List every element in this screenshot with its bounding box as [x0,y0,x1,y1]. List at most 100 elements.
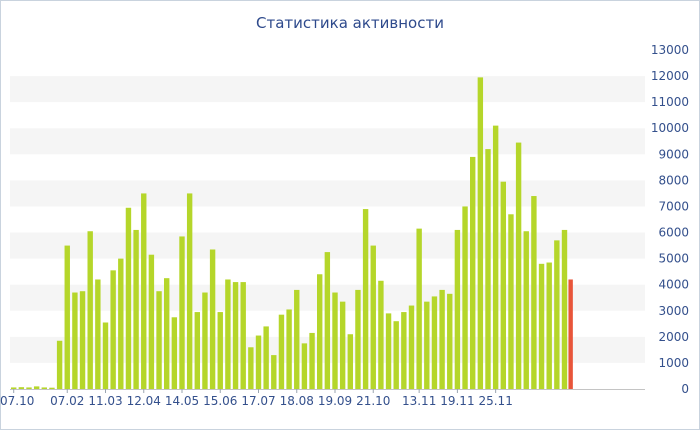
bar [11,387,17,389]
y-tick-label: 12000 [651,69,689,83]
bar [79,291,86,389]
x-tick-label: 07.02 [50,394,84,408]
x-tick-label: 25.11 [478,394,512,408]
bar [110,270,116,389]
bar [408,305,415,389]
bar [240,282,246,389]
y-tick-label: 11000 [651,95,689,109]
bar [554,240,560,389]
y-tick-label: 2000 [658,330,689,344]
bar [462,206,468,389]
bar [416,228,422,389]
bar [33,386,40,389]
bar [133,229,139,389]
bar [347,334,353,389]
grid-band [10,76,645,103]
bar [255,335,262,389]
bar [477,77,484,389]
bar [286,309,292,389]
bar [485,149,491,389]
bar [41,387,47,389]
bar [217,312,223,389]
bar [309,332,315,389]
bar [393,321,399,389]
bar-partial [568,279,573,389]
bar [401,312,407,389]
x-tick-label: 13.11 [402,394,436,408]
bar [263,326,269,389]
bar [148,254,155,389]
bar [515,142,522,389]
y-tick-label: 3000 [658,304,689,318]
bar [141,193,147,389]
y-tick-label: 0 [681,382,689,396]
bar [362,209,369,389]
bar [500,181,506,389]
bar [523,231,529,389]
bar [202,292,208,389]
bar [317,274,323,389]
bar [447,293,453,389]
grid-band [10,180,645,207]
bar [508,214,514,389]
y-tick-label: 9000 [658,147,689,161]
bar [324,252,331,389]
bar [95,279,101,389]
y-tick-label: 10000 [651,121,689,135]
x-tick-label: 21.10 [356,394,390,408]
bar [248,347,254,389]
bar [194,312,200,389]
x-tick-label: 12.04 [127,394,161,408]
bar [49,387,55,389]
bar [531,196,537,389]
bar [454,229,461,389]
x-tick-label: 18.08 [280,394,314,408]
y-tick-label: 13000 [651,43,689,57]
grid-band [10,128,645,155]
x-tick-label: 07.10 [0,394,34,408]
bar [102,322,109,389]
bar [18,387,25,389]
bar [232,282,239,389]
y-tick-label: 1000 [658,356,689,370]
bar [56,340,63,389]
chart-title: Статистика активности [256,14,444,32]
x-tick-label: 19.09 [318,394,352,408]
bar [118,258,124,389]
bar [301,343,308,389]
y-tick-label: 5000 [658,252,689,266]
x-tick-label: 15.06 [203,394,237,408]
bar [64,245,70,389]
x-tick-label: 19.11 [440,394,474,408]
y-tick-label: 7000 [658,199,689,213]
bar [370,245,376,389]
bar [339,301,346,389]
y-tick-label: 4000 [658,278,689,292]
bar [431,296,438,389]
bar [26,387,32,389]
bar [72,292,78,389]
bar [355,289,361,389]
bar [179,236,185,389]
x-tick-label: 11.03 [88,394,122,408]
x-tick-label: 14.05 [165,394,199,408]
bar [278,314,285,389]
bar [492,125,499,389]
bar [538,263,545,389]
bar [87,231,93,389]
bar [125,207,132,389]
bar [209,249,216,389]
bar [271,355,277,389]
bar [470,156,476,389]
bar [156,291,162,389]
bar [378,280,384,389]
bar [294,289,300,389]
bar [171,317,178,389]
bar [385,313,392,389]
y-tick-label: 6000 [658,226,689,240]
bar [186,193,193,389]
x-tick-label: 17.07 [241,394,275,408]
bar [546,262,552,389]
bar [164,278,170,389]
